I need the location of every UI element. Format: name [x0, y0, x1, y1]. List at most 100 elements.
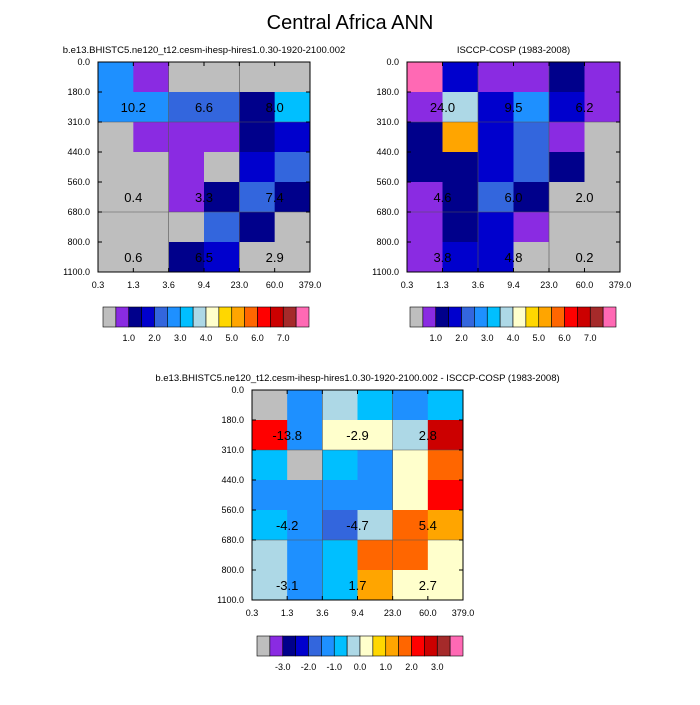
heatmap-cell [442, 182, 479, 213]
colorbar-swatch [448, 306, 462, 328]
heatmap-cell [133, 182, 170, 213]
colorbar-swatch [231, 306, 245, 328]
data-label: 6.2 [575, 100, 593, 115]
colorbar-label: 6.0 [251, 333, 264, 343]
colorbar-label: 1.0 [429, 333, 442, 343]
data-label: 4.6 [433, 190, 451, 205]
colorbar-swatch [577, 306, 591, 328]
x-tick-label: 1.3 [127, 280, 140, 290]
heatmap-cell [513, 92, 550, 123]
heatmap-cell [442, 212, 479, 243]
heatmap-cell [549, 122, 585, 153]
heatmap-cell [584, 152, 621, 183]
colorbar-label: 4.0 [200, 333, 213, 343]
data-label: 2.7 [419, 578, 437, 593]
y-tick-label: 1100.0 [372, 267, 399, 277]
heatmap-cell [239, 242, 276, 273]
y-tick-label: 800.0 [376, 237, 399, 247]
heatmap-cell [274, 242, 311, 273]
x-tick-label: 9.4 [351, 608, 364, 618]
heatmap-cell [584, 182, 621, 213]
heatmap-cell [357, 480, 394, 511]
heatmap-cell [357, 420, 394, 451]
heatmap-cell [513, 242, 550, 273]
colorbar-swatch [461, 306, 475, 328]
data-label: 2.9 [266, 250, 284, 265]
heatmap-cell [204, 212, 240, 243]
colorbar-swatch [411, 635, 425, 657]
y-tick-label: 680.0 [67, 207, 90, 217]
heatmap-panel-3: b.e13.BHISTC5.ne120_t12.cesm-ihesp-hires… [155, 373, 559, 618]
heatmap-cell [392, 450, 429, 481]
colorbar-swatch [179, 306, 194, 328]
heatmap-cell [252, 450, 288, 481]
colorbar-swatch [244, 306, 258, 328]
data-label: 0.6 [124, 250, 142, 265]
colorbar-swatch [424, 635, 438, 657]
heatmap-cell [427, 450, 464, 481]
heatmap-cell [252, 540, 288, 571]
heatmap-cell [549, 62, 585, 93]
heatmap-cell [357, 540, 394, 571]
heatmap-cell [442, 152, 479, 183]
data-label: 4.8 [504, 250, 522, 265]
colorbar-swatch [205, 306, 220, 328]
heatmap-cell [392, 570, 429, 601]
colorbar-label: 3.0 [174, 333, 187, 343]
heatmap-cell [549, 92, 585, 123]
figure-title: Central Africa ANN [266, 12, 434, 34]
heatmap-cell [478, 62, 514, 93]
data-label: 10.2 [121, 100, 146, 115]
colorbar-swatch [409, 306, 424, 328]
colorbar-swatch [435, 306, 449, 328]
x-tick-label: 0.3 [92, 280, 105, 290]
colorbar-swatch [270, 306, 284, 328]
colorbar-label: 7.0 [584, 333, 597, 343]
colorbar-swatch [154, 306, 168, 328]
heatmap-cell [513, 152, 550, 183]
heatmap-cell [252, 420, 288, 451]
heatmap-cell [478, 152, 514, 183]
heatmap-cell [168, 152, 205, 183]
x-tick-label: 23.0 [540, 280, 558, 290]
colorbar-swatch [385, 635, 399, 657]
colorbar-1: 1.0 2.0 3.0 4.0 5.0 6.0 7.0 [102, 306, 310, 343]
heatmap-cell [513, 182, 550, 213]
heatmap-cell [442, 242, 479, 273]
colorbar-label: 2.0 [405, 662, 418, 672]
data-label: -4.7 [346, 518, 368, 533]
heatmap-cell [322, 570, 358, 601]
colorbar-swatch [282, 635, 296, 657]
x-tick-label: 1.3 [436, 280, 449, 290]
colorbar-label: -2.0 [301, 662, 317, 672]
y-tick-label: 310.0 [67, 117, 90, 127]
heatmap-cell [407, 62, 443, 93]
heatmap-cell [287, 420, 323, 451]
heatmap-cell [98, 122, 134, 153]
colorbar-label: 3.0 [431, 662, 444, 672]
heatmap-cell [239, 212, 276, 243]
colorbar-label: 6.0 [558, 333, 571, 343]
colorbar-swatch [551, 306, 565, 328]
heatmap-cell [322, 420, 358, 451]
panel-title: b.e13.BHISTC5.ne120_t12.cesm-ihesp-hires… [155, 373, 559, 384]
x-tick-label: 60.0 [576, 280, 594, 290]
y-tick-label: 440.0 [67, 147, 90, 157]
x-tick-label: 379.0 [299, 280, 322, 290]
data-label: -4.2 [276, 518, 298, 533]
panel-title: ISCCP-COSP (1983-2008) [457, 45, 570, 56]
heatmap-cell [549, 212, 585, 243]
colorbar-label: -1.0 [326, 662, 342, 672]
y-tick-label: 680.0 [376, 207, 399, 217]
data-label: 6.6 [195, 100, 213, 115]
colorbar-swatch [218, 306, 233, 328]
y-tick-label: 560.0 [221, 505, 244, 515]
heatmap-cell [407, 182, 443, 213]
heatmap-cell [274, 212, 311, 243]
heatmap-cell [513, 62, 550, 93]
colorbar-swatch [512, 306, 527, 328]
colorbar-swatch [192, 306, 207, 328]
x-tick-label: 23.0 [231, 280, 249, 290]
data-label: 0.4 [124, 190, 142, 205]
